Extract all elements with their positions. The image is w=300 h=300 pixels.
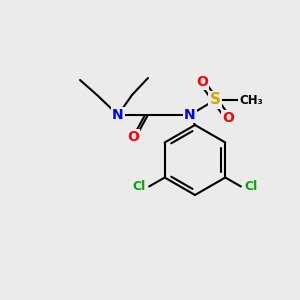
Text: CH₃: CH₃ bbox=[239, 94, 263, 106]
Text: O: O bbox=[222, 111, 234, 125]
Text: Cl: Cl bbox=[133, 180, 146, 193]
Text: O: O bbox=[196, 75, 208, 89]
Text: O: O bbox=[127, 130, 139, 144]
Text: N: N bbox=[184, 108, 196, 122]
Text: S: S bbox=[209, 92, 220, 107]
Text: N: N bbox=[112, 108, 124, 122]
Text: Cl: Cl bbox=[244, 180, 257, 193]
